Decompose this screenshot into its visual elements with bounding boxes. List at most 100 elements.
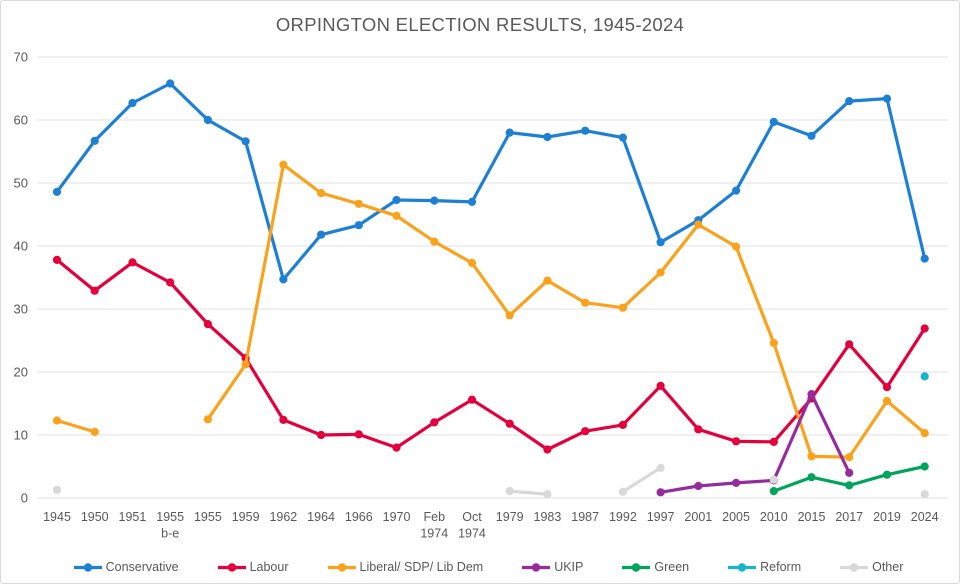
data-point-liberal-sdp-lib-dem-2001 <box>694 220 703 229</box>
data-point-liberal-sdp-lib-dem-1966 <box>354 199 363 208</box>
data-point-conservative-2005 <box>732 186 741 195</box>
data-point-liberal-sdp-lib-dem-1962 <box>279 160 288 169</box>
data-point-conservative-1979 <box>505 128 514 137</box>
y-axis-labels: 0 10 20 30 40 50 60 70 <box>14 50 28 506</box>
legend-label: UKIP <box>554 560 584 574</box>
data-point-conservative-2010 <box>769 117 778 126</box>
x-tick-label: 2019 <box>873 510 901 524</box>
data-point-labour-2001 <box>694 425 703 434</box>
legend-item-green: Green <box>621 560 689 574</box>
data-point-other-1983 <box>543 490 552 499</box>
x-tick-label: 1964 <box>307 510 335 524</box>
data-point-labour-1962 <box>279 415 288 424</box>
x-tick-label: 1983 <box>534 510 562 524</box>
data-point-labour-feb-1974 <box>430 418 439 427</box>
x-tick-label: 1955 <box>156 510 184 524</box>
data-point-liberal-sdp-lib-dem-1964 <box>317 189 326 198</box>
data-point-conservative-1983 <box>543 132 552 142</box>
legend: Conservative Labour Liberal/ SDP/ Lib Dem U… <box>9 560 960 574</box>
data-point-liberal-sdp-lib-dem-1945 <box>52 416 62 425</box>
data-point-liberal-sdp-lib-dem-1983 <box>543 276 552 285</box>
data-point-conservative-1970 <box>392 195 401 205</box>
x-tick-label: 1987 <box>571 510 599 524</box>
y-tick-label: 0 <box>21 491 28 506</box>
data-point-labour-2017 <box>845 340 854 349</box>
data-point-conservative-1987 <box>581 126 590 135</box>
legend-marker-liberal-sdp-lib-dem-icon <box>327 562 356 572</box>
x-tick-label: 1992 <box>609 510 637 524</box>
data-point-conservative-1950 <box>90 136 99 145</box>
x-tick-label: 1974 <box>458 527 486 541</box>
data-point-other-2010 <box>769 475 778 484</box>
x-tick-label: 1955 <box>194 510 222 524</box>
data-point-other-1979 <box>505 487 514 496</box>
x-tick-label: 2024 <box>911 510 939 524</box>
data-point-liberal-sdp-lib-dem-2024 <box>920 429 929 438</box>
data-point-liberal-sdp-lib-dem-2019 <box>882 396 892 406</box>
legend-marker-ukip-icon <box>522 562 551 572</box>
legend-marker-other-icon <box>840 562 869 572</box>
data-point-conservative-1964 <box>317 230 326 239</box>
data-point-labour-1983 <box>543 445 552 454</box>
x-tick-label: 1951 <box>119 510 147 524</box>
data-point-labour-1950 <box>90 286 99 295</box>
data-point-labour-2010 <box>769 437 778 446</box>
data-point-liberal-sdp-lib-dem-1955 <box>203 415 212 424</box>
data-point-ukip-2001 <box>694 481 703 491</box>
series-green <box>769 462 929 496</box>
x-tick-label: 1950 <box>81 510 109 524</box>
y-tick-label: 10 <box>14 428 28 443</box>
y-tick-label: 20 <box>14 365 28 380</box>
x-tick-label: b-e <box>161 527 179 541</box>
legend-label: Labour <box>249 560 289 574</box>
data-point-ukip-2005 <box>732 478 741 487</box>
data-point-green-2024 <box>920 462 929 471</box>
data-point-conservative-oct-1974 <box>467 197 477 206</box>
x-tick-label: 1959 <box>232 510 260 524</box>
data-point-conservative-1966 <box>354 221 363 230</box>
legend-label: Green <box>654 560 690 574</box>
data-point-liberal-sdp-lib-dem-2017 <box>845 453 854 462</box>
x-tick-label: 2017 <box>835 510 863 524</box>
data-point-labour-1951 <box>128 258 137 267</box>
series-line-labour <box>55 258 927 452</box>
data-point-liberal-sdp-lib-dem-1979 <box>505 311 514 320</box>
y-tick-label: 30 <box>14 302 28 317</box>
data-point-labour-1997 <box>656 381 665 390</box>
data-point-liberal-sdp-lib-dem-1987 <box>581 298 590 307</box>
data-point-other-1997 <box>656 463 665 472</box>
data-point-labour-1955-b-e <box>166 278 175 287</box>
data-point-labour-1945 <box>52 255 62 264</box>
y-tick-label: 60 <box>14 113 28 128</box>
data-point-conservative-2015 <box>807 131 816 140</box>
data-point-liberal-sdp-lib-dem-1970 <box>392 211 401 220</box>
data-point-labour-2024 <box>920 324 929 333</box>
data-point-conservative-2019 <box>882 94 892 103</box>
data-point-liberal-sdp-lib-dem-1950 <box>90 427 99 436</box>
data-point-labour-2019 <box>882 383 892 392</box>
data-point-conservative-1955 <box>203 115 212 125</box>
data-point-labour-2005 <box>732 437 741 446</box>
legend-item-conservative: Conservative <box>73 560 179 574</box>
data-point-ukip-2017 <box>845 468 854 477</box>
legend-item-reform: Reform <box>727 560 801 574</box>
data-point-liberal-sdp-lib-dem-1959 <box>241 360 250 369</box>
data-point-green-2017 <box>845 481 854 490</box>
x-tick-label: Feb <box>423 510 445 524</box>
data-point-labour-1979 <box>505 419 514 428</box>
series-other <box>52 463 929 499</box>
data-point-labour-1955 <box>203 320 212 329</box>
x-tick-label: 2001 <box>684 510 712 524</box>
x-tick-label: 1970 <box>383 510 411 524</box>
legend-label: Reform <box>760 560 802 574</box>
data-point-labour-1966 <box>354 430 363 439</box>
data-point-labour-1964 <box>317 430 326 440</box>
data-point-conservative-1959 <box>241 137 250 146</box>
data-point-labour-1992 <box>618 420 628 429</box>
series-conservative <box>52 79 929 284</box>
data-point-liberal-sdp-lib-dem-feb-1974 <box>430 237 439 246</box>
x-tick-label: 1979 <box>496 510 524 524</box>
x-tick-label: 2010 <box>760 510 788 524</box>
